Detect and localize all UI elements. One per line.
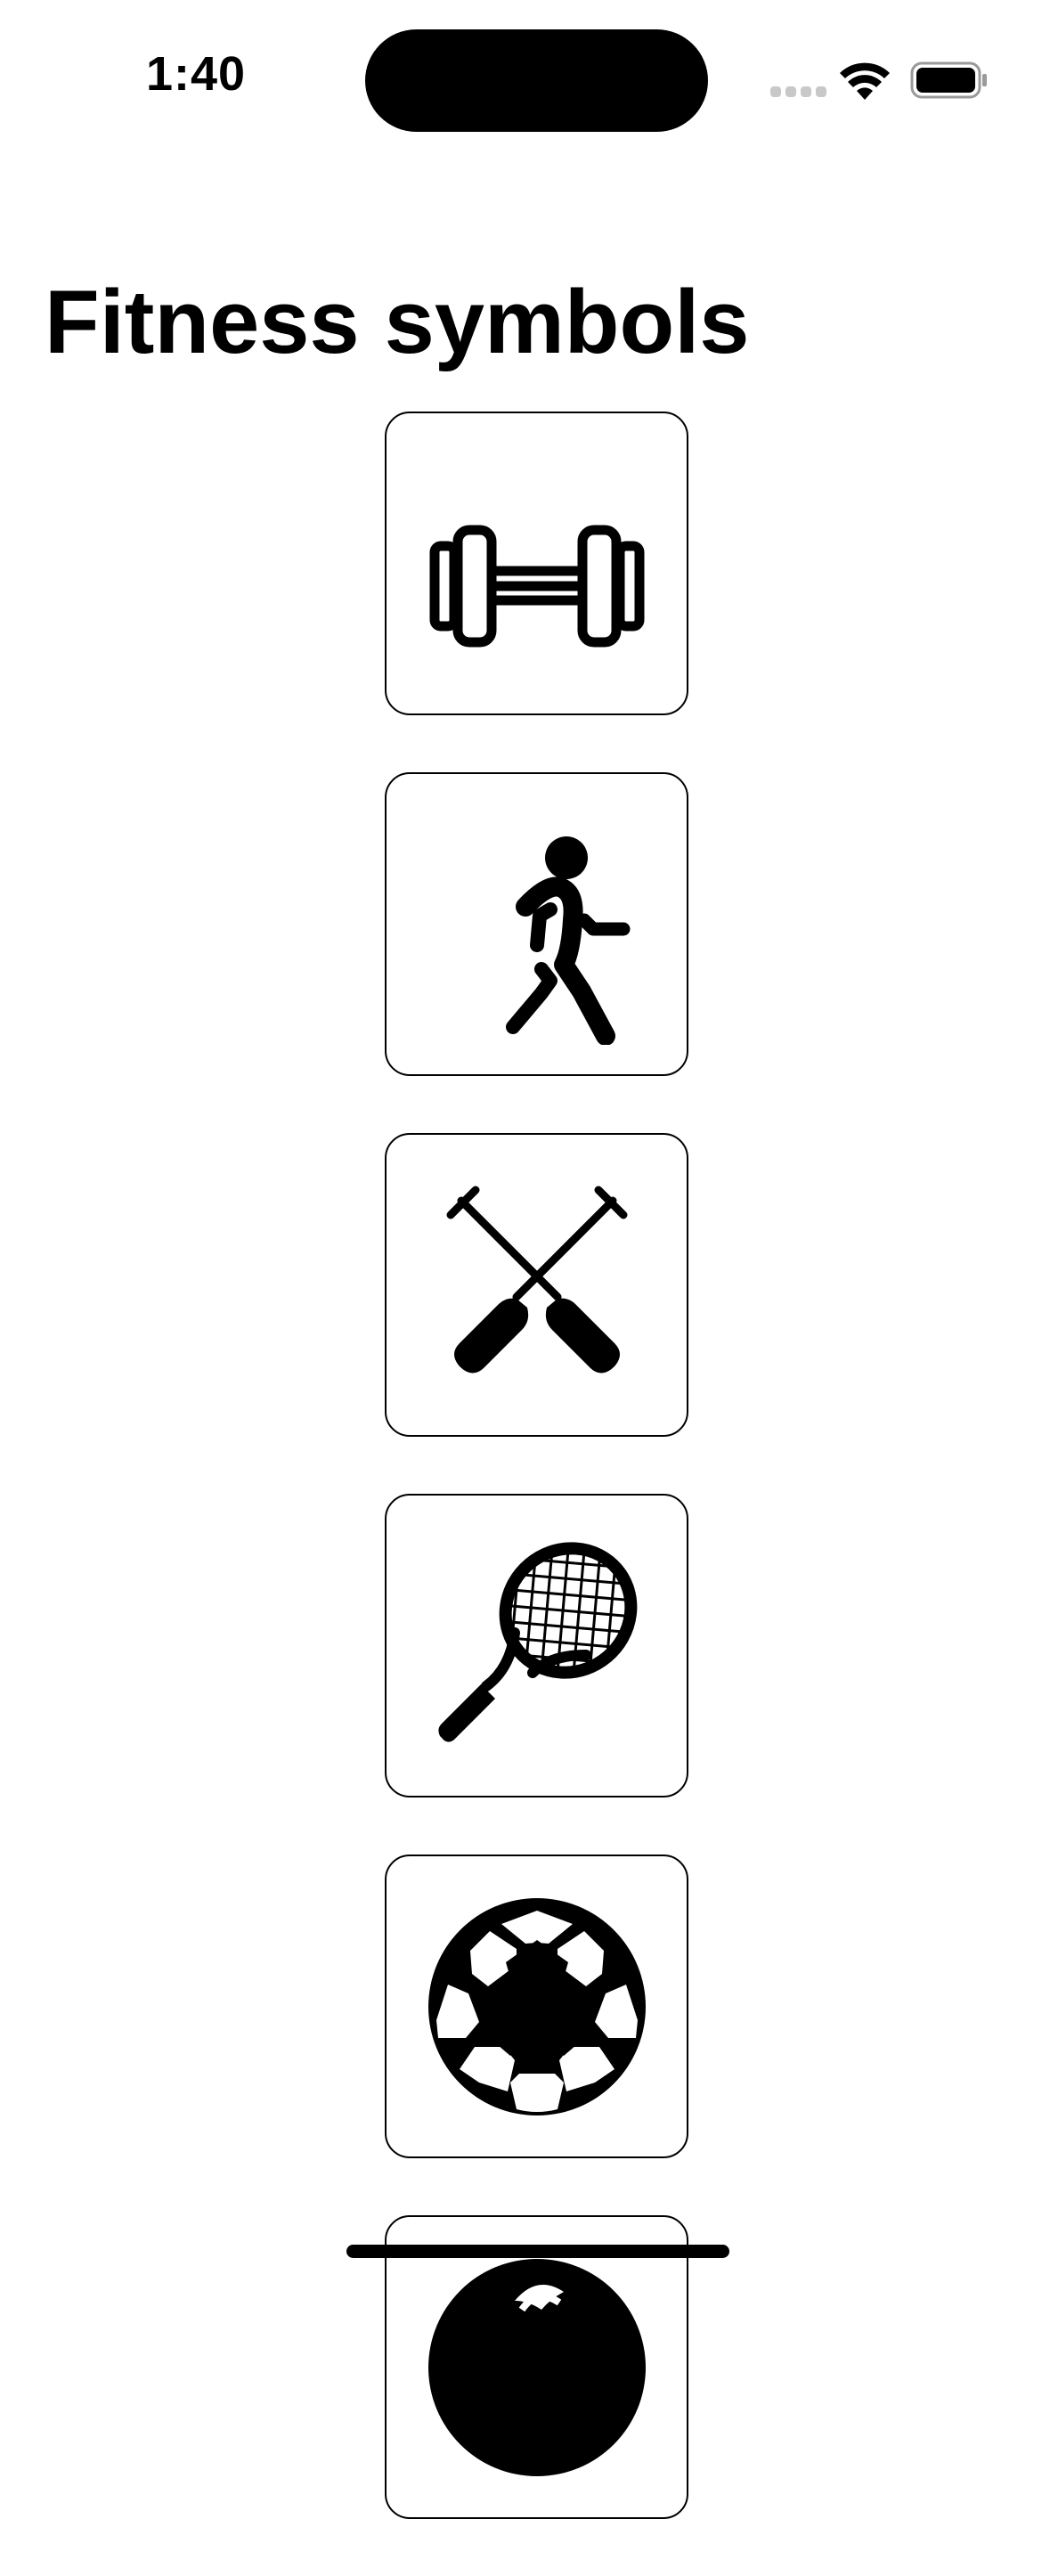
wifi-icon: [840, 62, 890, 100]
symbol-card-soccer[interactable]: [385, 1855, 688, 2158]
dynamic-island: [365, 29, 708, 132]
dumbbell-icon: [429, 525, 644, 647]
status-time: 1:40: [145, 47, 247, 101]
symbol-card-oars[interactable]: [385, 1133, 688, 1437]
symbol-card-partial[interactable]: [385, 2215, 688, 2519]
page-title: Fitness symbols: [45, 273, 750, 372]
soccer-ball-icon: [427, 1897, 646, 2115]
symbol-card-tennis[interactable]: [385, 1494, 688, 1797]
status-bar: 1:40: [0, 0, 1050, 151]
symbol-card-figure-walk[interactable]: [385, 772, 688, 1076]
partial-ball-icon: [427, 2258, 646, 2476]
tennis-racket-icon: [437, 1541, 637, 1742]
symbol-list: [385, 412, 692, 2576]
home-indicator[interactable]: [346, 2245, 729, 2258]
figure-walk-icon: [505, 836, 630, 1045]
cellular-signal-icon: [770, 86, 831, 102]
oars-crossed-icon: [446, 1186, 627, 1374]
battery-icon: [910, 61, 987, 99]
symbol-card-dumbbell[interactable]: [385, 412, 688, 715]
